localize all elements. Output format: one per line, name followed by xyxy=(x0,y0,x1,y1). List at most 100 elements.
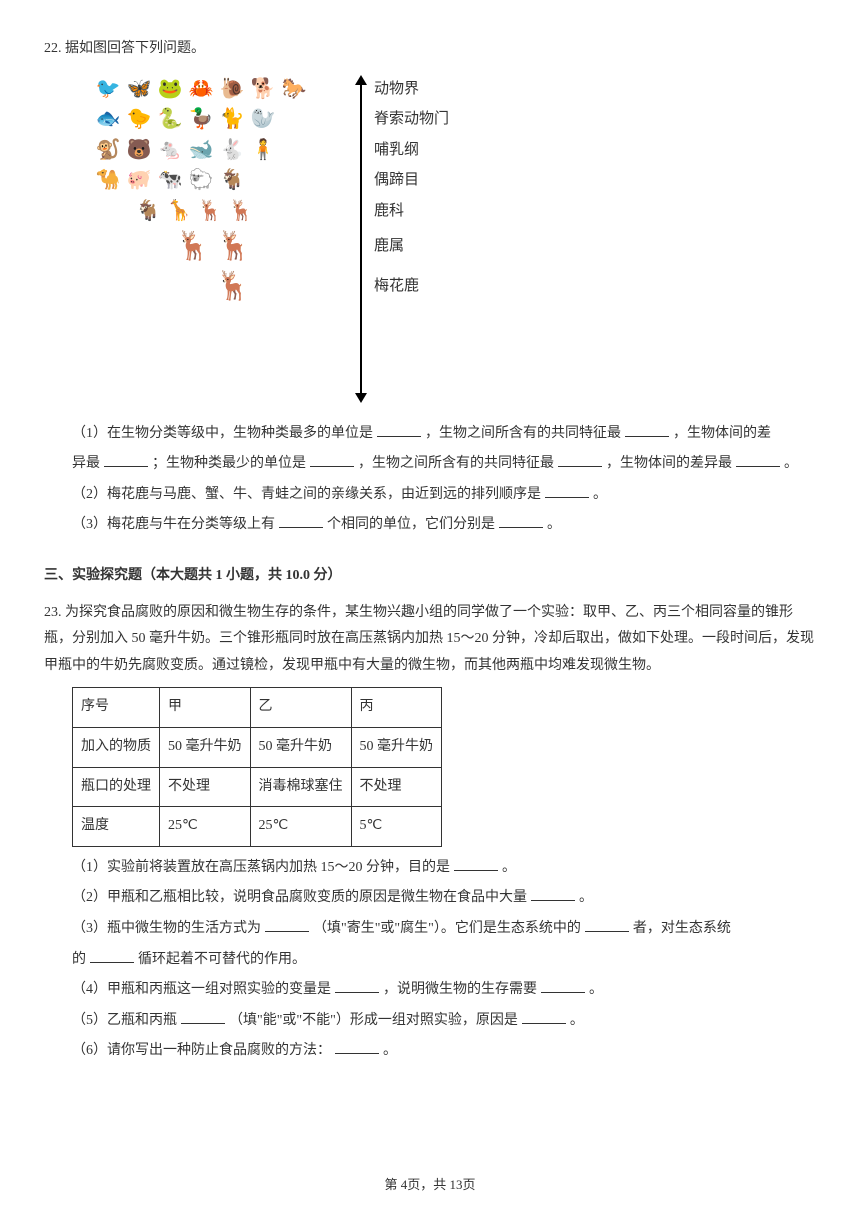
q23-sub6: （6）请你写出一种防止食品腐败的方法： 。 xyxy=(72,1038,816,1065)
blank[interactable] xyxy=(522,1008,566,1024)
monkey-icon: 🐒 xyxy=(94,136,122,164)
dog-icon: 🐕 xyxy=(249,75,277,103)
q23-intro: 为探究食品腐败的原因和微生物生存的条件，某生物兴趣小组的同学做了一个实验：取甲、… xyxy=(44,605,814,673)
table-row: 序号 甲 乙 丙 xyxy=(73,688,442,728)
td: 5℃ xyxy=(351,807,442,847)
q23-s5b: （填"能"或"不能"）形成一组对照实验，原因是 xyxy=(229,1013,518,1028)
arrow-up-icon xyxy=(355,75,367,85)
cow-icon: 🐄 xyxy=(156,166,184,194)
crab-icon: 🦀 xyxy=(187,75,215,103)
kingdom-label: 动物界 xyxy=(374,75,454,104)
q23-s5c: 。 xyxy=(570,1013,584,1028)
blank[interactable] xyxy=(499,512,543,528)
blank[interactable] xyxy=(736,451,780,467)
q23-s3a: （3）瓶中微生物的生活方式为 xyxy=(72,921,261,936)
blank[interactable] xyxy=(265,916,309,932)
q22-3c: 。 xyxy=(547,517,561,532)
blank[interactable] xyxy=(90,947,134,963)
td: 不处理 xyxy=(351,767,442,807)
q22-1d: 异最 xyxy=(72,456,100,471)
arrow-line xyxy=(360,83,362,395)
blank[interactable] xyxy=(454,855,498,871)
th-seq: 序号 xyxy=(73,688,160,728)
q22-1f: ，生物之间所含有的共同特征最 xyxy=(358,456,554,471)
q22-sub2: （2）梅花鹿与马鹿、蟹、牛、青蛙之间的亲缘关系，由近到远的排列顺序是。 xyxy=(72,482,816,509)
td-sub: 加入的物质 xyxy=(73,727,160,767)
goat2-icon: 🐐 xyxy=(134,197,162,225)
butterfly-icon: 🦋 xyxy=(125,75,153,103)
q22-2a: （2）梅花鹿与马鹿、蟹、牛、青蛙之间的亲缘关系，由近到远的排列顺序是 xyxy=(72,487,541,502)
td: 25℃ xyxy=(160,807,251,847)
goat-icon: 🐐 xyxy=(218,166,246,194)
blank[interactable] xyxy=(104,451,148,467)
cat-icon: 🐈 xyxy=(218,105,246,133)
blank[interactable] xyxy=(531,885,575,901)
species-label: 梅花鹿 xyxy=(374,272,454,301)
q23-s2a: （2）甲瓶和乙瓶相比较，说明食品腐败变质的原因是微生物在食品中大量 xyxy=(72,890,527,905)
q22-1e: ；生物种类最少的单位是 xyxy=(152,456,306,471)
taxonomy-diagram: 🐦 🦋 🐸 🦀 🐌 🐕 🐎 动物界 🐟 🐤 🐍 🦆 🐈 🦭 脊索动物门 xyxy=(94,75,454,405)
genus-label: 鹿属 xyxy=(374,232,454,261)
th-jia: 甲 xyxy=(160,688,251,728)
order-label: 偶蹄目 xyxy=(374,166,454,195)
q23-s6b: 。 xyxy=(383,1043,397,1058)
class-label: 哺乳纲 xyxy=(374,136,454,165)
q22-1b: ，生物之间所含有的共同特征最 xyxy=(425,426,621,441)
question-22: 22. 据如图回答下列问题。 🐦 🦋 🐸 🦀 🐌 🐕 🐎 动物界 🐟 🐤 🐍 xyxy=(44,36,816,539)
frog-icon: 🐸 xyxy=(156,75,184,103)
taxonomy-row-class: 🐒 🐻 🐁 🐋 🐇 🧍 哺乳纲 xyxy=(94,136,454,165)
experiment-table: 序号 甲 乙 丙 加入的物质 50 毫升牛奶 50 毫升牛奶 50 毫升牛奶 瓶… xyxy=(72,687,442,846)
q22-3a: （3）梅花鹿与牛在分类等级上有 xyxy=(72,517,275,532)
td: 50 毫升牛奶 xyxy=(160,727,251,767)
q23-s3b: （填"寄生"或"腐生"）。它们是生态系统中的 xyxy=(313,921,581,936)
taxonomy-row-genus: 🦌 🦌 鹿属 xyxy=(94,227,454,265)
q23-s3d: 的 xyxy=(72,952,86,967)
taxonomy-row-species: 🦌 梅花鹿 xyxy=(94,267,454,305)
q23-s6a: （6）请你写出一种防止食品腐败的方法： xyxy=(72,1043,331,1058)
blank[interactable] xyxy=(625,421,669,437)
td: 25℃ xyxy=(250,807,351,847)
sika-deer-icon: 🦌 xyxy=(214,267,252,305)
horse-icon: 🐎 xyxy=(280,75,308,103)
blank[interactable] xyxy=(335,977,379,993)
rabbit-icon: 🐇 xyxy=(218,136,246,164)
q22-sub1: （1）在生物分类等级中，生物种类最多的单位是 ，生物之间所含有的共同特征最 ，生物体… xyxy=(72,421,816,448)
q22-prompt: 据如图回答下列问题。 xyxy=(65,41,205,56)
q22-sub3: （3）梅花鹿与牛在分类等级上有个相同的单位，它们分别是。 xyxy=(72,512,816,539)
deer3-icon: 🦌 xyxy=(174,227,212,265)
q23-s3e: 循环起着不可替代的作用。 xyxy=(138,952,306,967)
blank[interactable] xyxy=(181,1008,225,1024)
q23-s4a: （4）甲瓶和丙瓶这一组对照实验的变量是 xyxy=(72,982,331,997)
family-label: 鹿科 xyxy=(374,197,454,226)
q23-s1a: （1）实验前将装置放在高压蒸锅内加热 15～20 分钟，目的是 xyxy=(72,860,450,875)
q23-sub2: （2）甲瓶和乙瓶相比较，说明食品腐败变质的原因是微生物在食品中大量 。 xyxy=(72,885,816,912)
q22-1c: ，生物体间的差 xyxy=(673,426,771,441)
blank[interactable] xyxy=(585,916,629,932)
blank[interactable] xyxy=(377,421,421,437)
blank[interactable] xyxy=(545,482,589,498)
q22-number: 22. xyxy=(44,41,62,56)
taxonomy-row-family: 🐐 🦒 🦌 🦌 鹿科 xyxy=(94,197,454,226)
q23-s2b: 。 xyxy=(579,890,593,905)
th-bing: 丙 xyxy=(351,688,442,728)
pig-icon: 🐖 xyxy=(125,166,153,194)
q23-s1b: 。 xyxy=(502,860,516,875)
blank[interactable] xyxy=(310,451,354,467)
blank[interactable] xyxy=(335,1038,379,1054)
td-cap: 瓶口的处理 xyxy=(73,767,160,807)
q23-s3c: 者，对生态系统 xyxy=(633,921,731,936)
blank[interactable] xyxy=(541,977,585,993)
q23-s5a: （5）乙瓶和丙瓶 xyxy=(72,1013,177,1028)
q23-s4c: 。 xyxy=(589,982,603,997)
mouse-icon: 🐁 xyxy=(156,136,184,164)
table-row: 温度 25℃ 25℃ 5℃ xyxy=(73,807,442,847)
blank[interactable] xyxy=(558,451,602,467)
blank[interactable] xyxy=(279,512,323,528)
phylum-label: 脊索动物门 xyxy=(374,105,454,134)
taxonomy-row-phylum: 🐟 🐤 🐍 🦆 🐈 🦭 脊索动物门 xyxy=(94,105,454,134)
sheep-icon: 🐑 xyxy=(187,166,215,194)
th-yi: 乙 xyxy=(250,688,351,728)
q23-sub4: （4）甲瓶和丙瓶这一组对照实验的变量是，说明微生物的生存需要。 xyxy=(72,977,816,1004)
q22-1a: （1）在生物分类等级中，生物种类最多的单位是 xyxy=(72,426,373,441)
whale-icon: 🐋 xyxy=(187,136,215,164)
